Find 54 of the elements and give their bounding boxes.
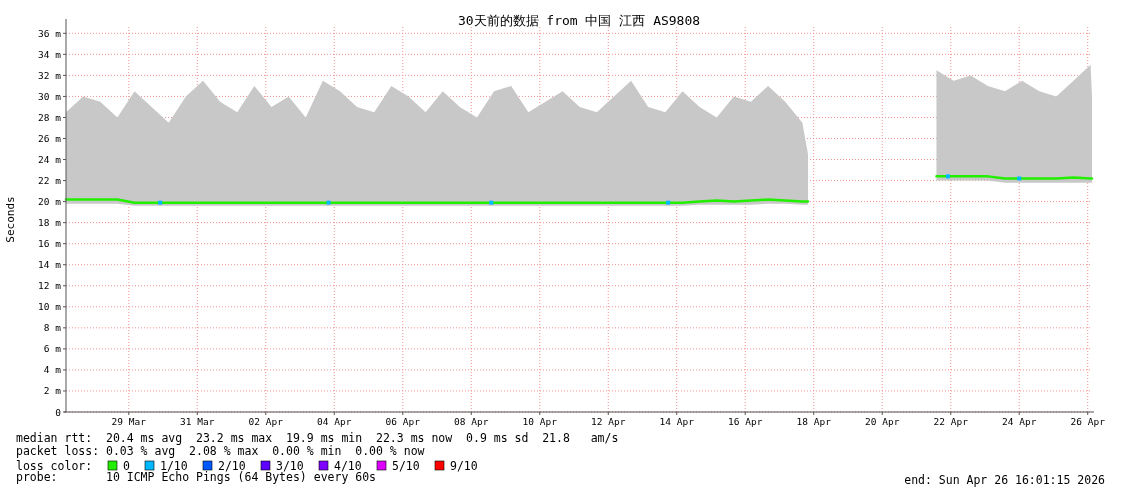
- x-tick-label: 16 Apr: [728, 416, 763, 427]
- y-tick-label: 6 m: [43, 343, 62, 355]
- y-tick-label: 34 m: [38, 48, 62, 60]
- x-tick-label: 04 Apr: [317, 416, 352, 427]
- y-tick-label: 28 m: [38, 111, 62, 123]
- legend-title: loss color:: [16, 459, 93, 473]
- x-tick-label: 20 Apr: [865, 416, 900, 427]
- y-tick-label: 24 m: [38, 154, 62, 166]
- x-tick-label: 02 Apr: [248, 416, 284, 427]
- text: probe: 10 ICMP Echo Pings (64 Bytes) every 60s: [16, 470, 377, 484]
- legend-label: 3/10: [276, 459, 304, 473]
- legend-label: 1/10: [160, 459, 188, 473]
- y-tick-label: 18 m: [38, 217, 62, 229]
- x-tick-label: 26 Apr: [1070, 416, 1106, 427]
- legend-label: 4/10: [334, 459, 362, 473]
- text: packet loss: 0.03 % avg 2.08 % max 0.00 % min 0.00 % now: [16, 444, 425, 458]
- legend-label: 2/10: [218, 459, 246, 473]
- y-tick-label: 14 m: [38, 259, 62, 271]
- x-tick-label: 10 Apr: [522, 416, 558, 427]
- y-tick-label: 4 m: [43, 364, 62, 376]
- text: end: Sun Apr 26 16:01:15 2026: [904, 473, 1106, 487]
- chart-title: 30天前的数据 from 中国 江西 AS9808: [457, 13, 701, 28]
- legend-label: 9/10: [450, 459, 478, 473]
- x-tick-label: 29 Mar: [111, 416, 147, 427]
- x-tick-label: 31 Mar: [180, 416, 215, 427]
- y-tick-label: 0: [55, 406, 62, 418]
- point: [666, 200, 671, 205]
- x-tick-label: 08 Apr: [454, 416, 489, 427]
- point: [158, 200, 163, 205]
- y-tick-label: 32 m: [38, 69, 62, 81]
- y-tick-label: 10 m: [38, 301, 62, 313]
- x-tick-label: 14 Apr: [659, 416, 695, 427]
- text: median rtt: 20.4 ms avg 23.2 ms max 19.9 ms min 22.3 ms now 0.9 ms sd 21.8 am/s: [16, 431, 619, 445]
- x-tick-label: 24 Apr: [1002, 416, 1037, 427]
- y-tick-label: 26 m: [38, 133, 62, 144]
- point: [489, 200, 494, 205]
- y-tick-label: 36 m: [38, 27, 62, 39]
- legend-label: 0: [123, 459, 130, 473]
- y-tick-label: 2 m: [43, 385, 62, 397]
- x-tick-label: 12 Apr: [591, 416, 626, 427]
- point: [945, 174, 950, 179]
- x-tick-label: 22 Apr: [933, 416, 969, 427]
- x-tick-label: 06 Apr: [385, 416, 421, 427]
- y-tick-label: 16 m: [38, 238, 62, 250]
- y-tick-label: 30 m: [38, 90, 62, 102]
- point: [1017, 176, 1022, 181]
- y-tick-label: 12 m: [38, 280, 62, 292]
- legend-label: 5/10: [392, 459, 420, 473]
- y-tick-label: 20 m: [38, 196, 62, 208]
- point: [326, 200, 331, 205]
- y-tick-label: 22 m: [38, 175, 62, 187]
- y-axis-title: Seconds: [4, 196, 17, 243]
- y-tick-label: 8 m: [43, 322, 62, 334]
- x-tick-label: 18 Apr: [796, 416, 832, 427]
